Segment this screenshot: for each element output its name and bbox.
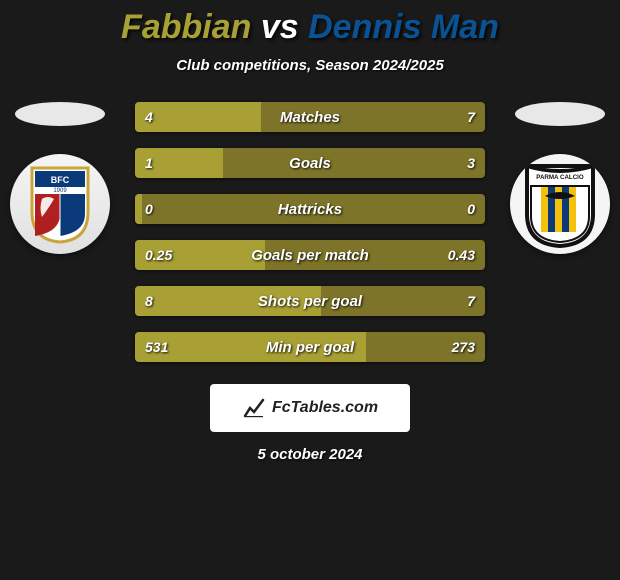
parma-crest-icon: PARMA CALCIO [521, 160, 599, 248]
brand-footer: FcTables.com [210, 384, 410, 432]
bar-background [135, 194, 485, 224]
stats-bars: 47Matches 13Goals 00Hattricks 0.250.43Goals… [135, 102, 485, 362]
player1-name: Fabbian [121, 8, 251, 46]
svg-text:1909: 1909 [53, 188, 67, 194]
page-title: Fabbian vs Dennis Man [0, 8, 620, 47]
subtitle: Club competitions, Season 2024/2025 [0, 57, 620, 74]
bologna-crest-icon: BFC 1909 [28, 164, 92, 244]
bar-fill [135, 332, 366, 362]
bar-fill [135, 194, 142, 224]
comparison-card: Fabbian vs Dennis Man Club competitions,… [0, 0, 620, 580]
svg-text:PARMA CALCIO: PARMA CALCIO [536, 174, 584, 181]
left-player-column: BFC 1909 [10, 102, 110, 254]
bar-fill [135, 240, 265, 270]
bar-fill [135, 286, 321, 316]
content-area: BFC 1909 PARMA CALCIO [0, 102, 620, 463]
stat-row: 13Goals [135, 148, 485, 178]
player2-club-badge: PARMA CALCIO [510, 154, 610, 254]
stat-row: 47Matches [135, 102, 485, 132]
bar-fill [135, 102, 261, 132]
svg-text:BFC: BFC [51, 175, 70, 185]
date-label: 5 october 2024 [0, 446, 620, 463]
right-player-column: PARMA CALCIO [510, 102, 610, 254]
player2-name: Dennis Man [308, 8, 499, 46]
vs-label: vs [261, 8, 299, 46]
stat-row: 531273Min per goal [135, 332, 485, 362]
stat-row: 0.250.43Goals per match [135, 240, 485, 270]
bar-fill [135, 148, 223, 178]
stat-row: 00Hattricks [135, 194, 485, 224]
brand-text: FcTables.com [272, 399, 378, 417]
player1-silhouette [15, 102, 105, 126]
chart-icon [242, 396, 266, 420]
player2-silhouette [515, 102, 605, 126]
player1-club-badge: BFC 1909 [10, 154, 110, 254]
stat-row: 87Shots per goal [135, 286, 485, 316]
